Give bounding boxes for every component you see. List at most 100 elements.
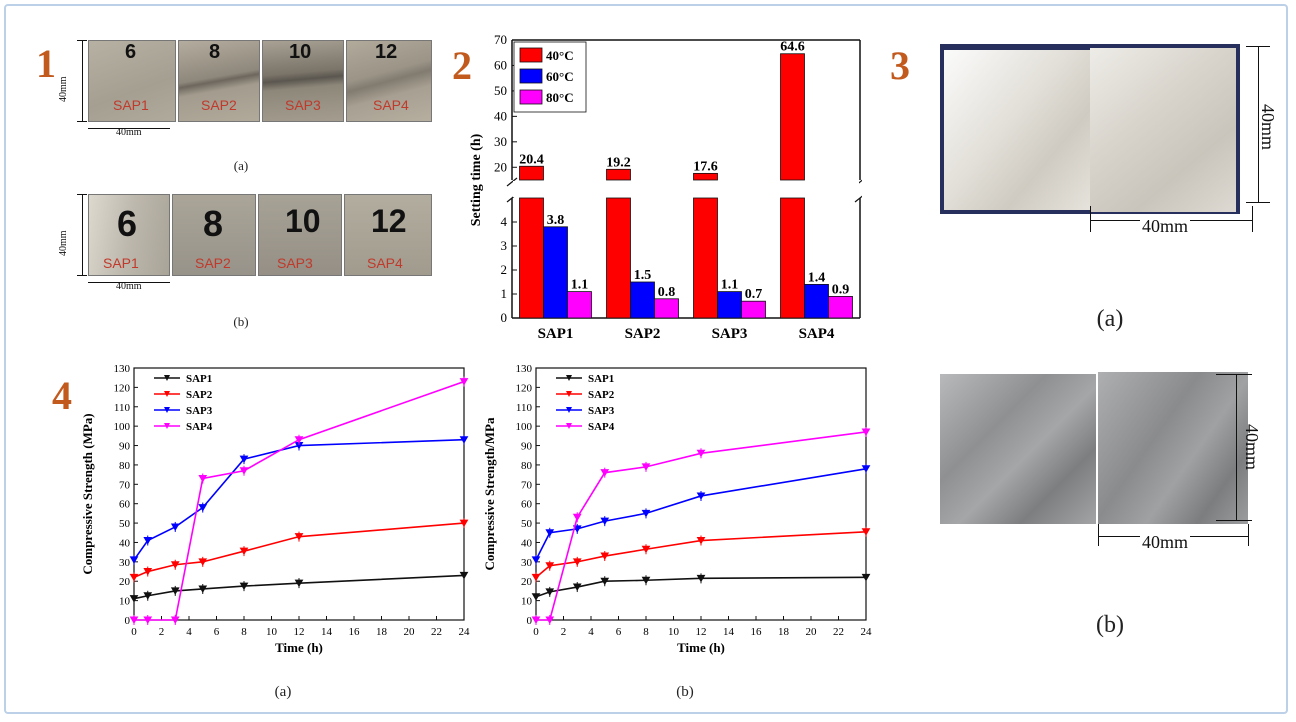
y-tick-label: 0 [125, 615, 131, 627]
cube-sap2-b: 8 SAP2 [172, 194, 256, 276]
legend-marker [164, 423, 170, 429]
legend-label: 80°C [546, 90, 574, 105]
x-category-label: SAP1 [538, 326, 574, 342]
bar-sap1-upper [519, 165, 544, 181]
y-tick-label: 20 [494, 159, 507, 174]
y-tick-label: 70 [521, 479, 533, 491]
x-tick-label: 24 [459, 626, 471, 638]
y-tick-label: 110 [516, 402, 533, 414]
legend-label: SAP1 [186, 373, 212, 385]
y-tick-label: 10 [119, 596, 131, 608]
y-tick-label: 130 [516, 363, 533, 375]
bar-sap1 [543, 226, 568, 319]
x-axis-title: Time (h) [275, 640, 323, 655]
y-tick-label: 40 [494, 108, 507, 123]
y-tick-label: 80 [119, 460, 131, 472]
dim-height-label: 40mm [1258, 104, 1278, 151]
legend-swatch [519, 68, 543, 84]
y-tick-label: 50 [119, 518, 131, 530]
x-tick-label: 22 [431, 626, 442, 638]
panel-number-4: 4 [52, 373, 72, 418]
cube-sap4-b: 12 SAP4 [344, 194, 432, 276]
y-tick-label: 4 [501, 214, 508, 229]
bar-sap4-lower [780, 197, 805, 319]
y-tick-label: 100 [516, 421, 533, 433]
series-line-sap3 [133, 438, 465, 561]
bar-sap2 [654, 298, 679, 319]
x-tick-label: 2 [561, 626, 567, 638]
dim-width-label: 40mm [116, 127, 142, 138]
legend-marker [566, 391, 572, 397]
bar-sap4-upper [780, 53, 805, 181]
cube-sap1-a: 6 SAP1 [88, 40, 176, 122]
x-tick-label: 22 [833, 626, 844, 638]
x-tick-label: 6 [214, 626, 220, 638]
legend-marker [566, 407, 572, 413]
panel-number-2: 2 [452, 43, 472, 88]
x-tick-label: 16 [751, 626, 763, 638]
y-tick-label: 0 [527, 615, 533, 627]
bar-sap4 [804, 283, 829, 319]
y-tick-label: 10 [521, 596, 533, 608]
bar-value-label: 20.4 [519, 152, 544, 167]
x-tick-label: 20 [404, 626, 416, 638]
panel4-caption-a: (a) [274, 684, 292, 700]
legend-label: SAP4 [186, 421, 213, 433]
bar-value-label: 17.6 [693, 159, 718, 174]
dim-width-label: 40mm [116, 281, 142, 292]
axis-break-gap [513, 181, 859, 197]
y-tick-label: 60 [119, 499, 131, 511]
bar-value-label: 1.5 [634, 268, 652, 283]
legend-marker [566, 375, 572, 381]
bar-value-label: 3.8 [547, 213, 565, 228]
y-tick-label: 110 [114, 402, 131, 414]
x-category-label: SAP2 [625, 326, 661, 342]
y-tick-label: 60 [494, 57, 507, 72]
series-line-sap2 [133, 522, 465, 579]
y-tick-label: 50 [494, 83, 507, 98]
dim-height-label: 40mm [1242, 424, 1262, 471]
bar-sap1-lower [519, 197, 544, 319]
y-tick-label: 90 [521, 441, 533, 453]
panel1b-photo: 40mm 40mm 6 SAP1 8 SAP2 10 SAP3 12 SAP4 [58, 186, 440, 298]
y-tick-label: 1 [501, 286, 508, 301]
x-tick-label: 4 [186, 626, 192, 638]
y-tick-label: 120 [516, 382, 533, 394]
bar-sap2-upper [606, 168, 631, 181]
x-tick-label: 14 [723, 626, 735, 638]
x-tick-label: 12 [696, 626, 707, 638]
legend-marker [566, 423, 572, 429]
x-tick-label: 24 [861, 626, 873, 638]
y-axis-title: Setting time (h) [469, 133, 484, 226]
x-axis-title: Time (h) [677, 640, 725, 655]
panel-number-3: 3 [890, 43, 910, 88]
x-tick-label: 8 [643, 626, 649, 638]
x-category-label: SAP3 [712, 326, 748, 342]
x-tick-label: 18 [376, 626, 388, 638]
y-tick-label: 30 [494, 134, 507, 149]
cube-sap1-b: 6 SAP1 [88, 194, 170, 276]
panel3a-photo: 40mm 40mm [940, 44, 1278, 237]
bar-value-label: 0.7 [745, 287, 763, 302]
bar-sap3-upper [693, 172, 718, 181]
bar-value-label: 0.9 [832, 282, 850, 297]
bar-sap3 [741, 300, 766, 319]
y-tick-label: 130 [114, 363, 131, 375]
bar-value-label: 64.6 [780, 40, 805, 55]
legend-label: SAP3 [186, 405, 213, 417]
y-tick-label: 60 [521, 499, 533, 511]
y-tick-label: 80 [521, 460, 533, 472]
dim-width-label: 40mm [1140, 216, 1191, 237]
x-tick-label: 2 [159, 626, 165, 638]
y-tick-label: 70 [119, 479, 131, 491]
x-category-label: SAP4 [799, 326, 835, 342]
y-tick-label: 40 [119, 537, 131, 549]
series-line-sap3 [535, 468, 867, 561]
cube-sap2-a: 8 SAP2 [178, 40, 260, 122]
x-tick-label: 18 [778, 626, 790, 638]
panel1-caption-a: (a) [233, 158, 249, 173]
y-tick-label: 30 [521, 557, 533, 569]
y-tick-label: 90 [119, 441, 131, 453]
